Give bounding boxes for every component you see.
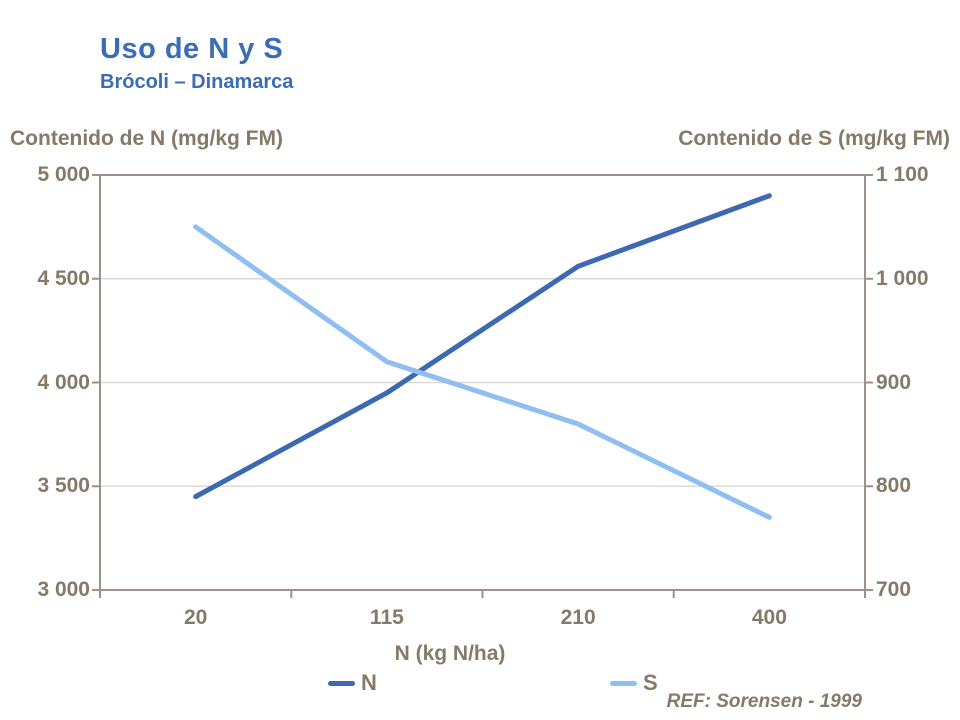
legend-label-s: S — [643, 670, 658, 695]
right-axis-title: Contenido de S (mg/kg FM) — [678, 127, 950, 150]
left-axis-tick-label: 3 000 — [37, 578, 90, 601]
series-line-n — [193, 193, 772, 500]
slide-subtitle: Brócoli – Dinamarca — [100, 71, 294, 93]
right-axis-tick-label: 1 000 — [876, 266, 929, 290]
slide-title: Uso de N y S — [100, 33, 284, 65]
reference-note: REF: Sorensen - 1999 — [666, 691, 862, 712]
legend-item-n: N — [328, 671, 377, 695]
n-series-line-icon — [328, 680, 355, 686]
x-axis-tick-label: 210 — [560, 606, 596, 629]
right-axis-tick-label: 900 — [876, 370, 912, 394]
left-axis-tick-label: 3 500 — [37, 474, 90, 498]
x-axis-tick-label: 20 — [183, 606, 208, 629]
left-axis-title: Contenido de N (mg/kg FM) — [10, 127, 283, 150]
legend-label-n: N — [361, 670, 377, 695]
left-axis-tick-label: 4 500 — [37, 266, 90, 290]
legend-item-s: S — [610, 671, 658, 695]
x-axis-title: N (kg N/ha) — [394, 642, 506, 665]
left-axis-tick-label: 5 000 — [37, 163, 90, 186]
right-axis-tick-label: 700 — [876, 578, 912, 601]
right-axis-tick-label: 800 — [876, 474, 912, 498]
right-axis-tick-label: 1 100 — [876, 163, 929, 186]
x-axis-tick-label: 400 — [751, 606, 787, 629]
left-axis-tick-label: 4 000 — [37, 370, 90, 394]
x-axis-tick-label: 115 — [369, 606, 404, 629]
series-line-s — [193, 224, 772, 520]
s-series-line-icon — [610, 680, 637, 686]
